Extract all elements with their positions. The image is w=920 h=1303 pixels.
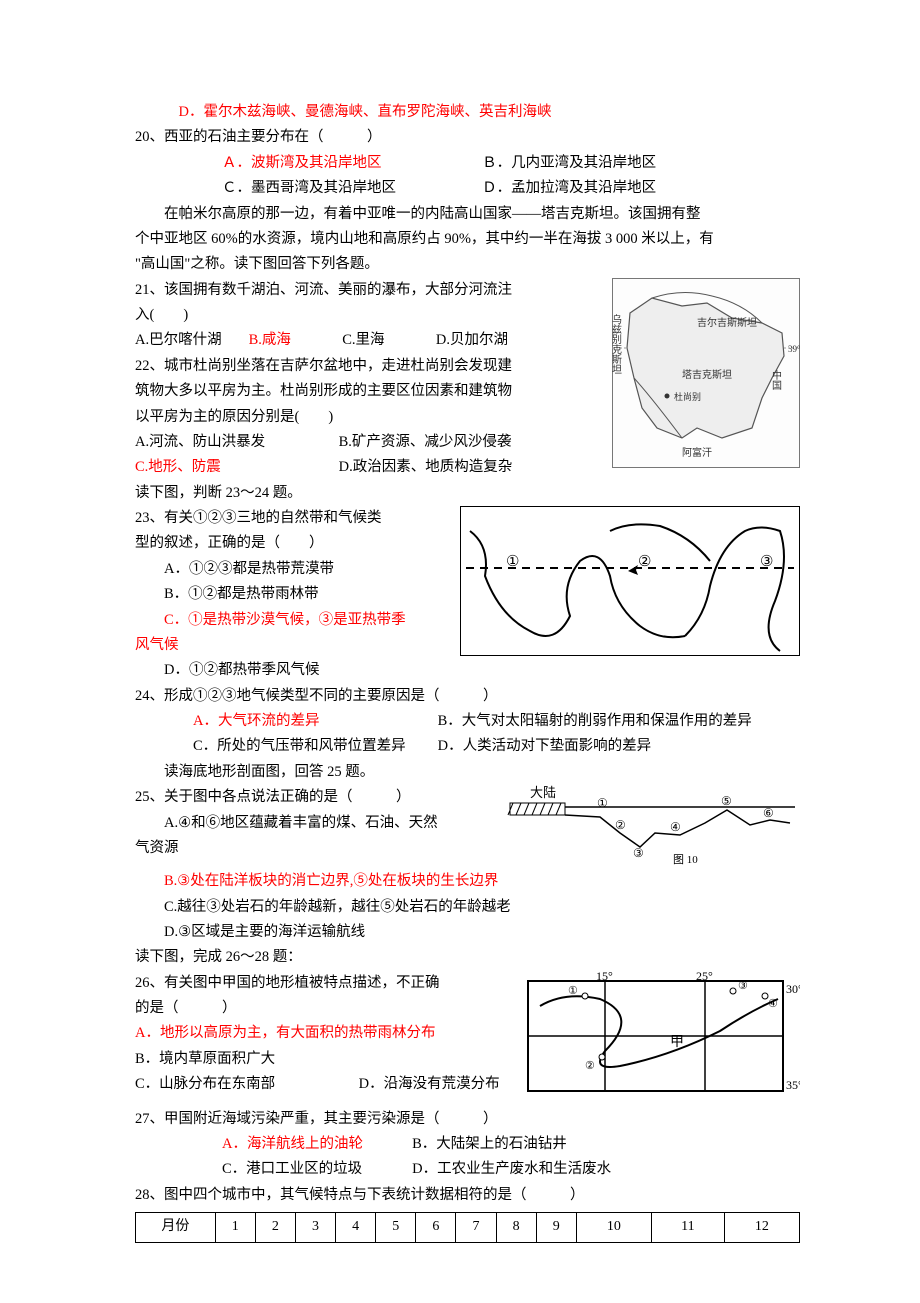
q24-row2: C．所处的气压带和风带位置差异 D．人类活动对下垫面影响的差异 [135,734,800,759]
passage21-l2: 个中亚地区 60%的水资源，境内山地和高原约占 90%，其中约一半在海拔 3 0… [135,227,800,252]
q21-option-c: C.里海 [342,328,432,353]
table-m7: 7 [456,1213,496,1243]
map3-lat1: 30° [786,982,800,996]
q22-option-c: C.地形、防震 [135,455,335,480]
q20-option-a: Ａ．波斯湾及其沿岸地区 [179,151,479,176]
map3-lon1: 15° [596,971,613,983]
profile-m6: ⑥ [763,806,774,820]
q27-option-c: C．港口工业区的垃圾 [179,1157,409,1182]
q20-options-row2: Ｃ．墨西哥湾及其沿岸地区 Ｄ．孟加拉湾及其沿岸地区 [135,176,800,201]
readfig2: 读下图，判断 23～24 题。 [135,481,800,506]
passage21-l1: 在帕米尔高原的那一边，有着中亚唯一的内陆高山国家——塔吉克斯坦。该国拥有整 [135,202,800,227]
q21-option-b: B.咸海 [249,328,339,353]
table-m10: 10 [576,1213,651,1243]
map1-afghan: 阿富汗 [682,446,712,459]
readfig3: 读海底地形剖面图，回答 25 题。 [135,760,800,785]
map-tajikistan: 39° 杜尚别 乌兹别克斯坦 吉尔吉斯斯坦 中国 塔吉克斯坦 阿富汗 [612,278,800,468]
profile-m1: ① [597,796,608,810]
q27-row2: C．港口工业区的垃圾 D．工农业生产废水和生活废水 [135,1157,800,1182]
ocean-profile: 大陆 ① ② ③ ④ ⑤ ⑥ 图 10 [505,785,800,865]
q28-stem: 28、图中四个城市中，其气候特点与下表统计数据相符的是（ ） [135,1183,800,1208]
table-header-month: 月份 [136,1213,216,1243]
table-header-row: 月份 1 2 3 4 5 6 7 8 9 10 11 12 [136,1213,800,1243]
table-m12: 12 [724,1213,799,1243]
map1-tajik: 塔吉克斯坦 [682,368,732,381]
map3-c2: ② [585,1060,595,1072]
q22-option-d: D.政治因素、地质构造复杂 [339,459,513,475]
table-m1: 1 [215,1213,255,1243]
map3-lon2: 25° [696,971,713,983]
q24-option-b: B．大气对太阳辐射的削弱作用和保温作用的差异 [438,713,752,729]
map2-marker-1: ① [506,554,519,570]
page: D．霍尔木兹海峡、曼德海峡、直布罗陀海峡、英吉利海峡 20、西亚的石油主要分布在… [0,0,920,1303]
profile-m4: ④ [670,820,681,834]
q20-option-b: Ｂ．几内亚湾及其沿岸地区 [482,155,656,171]
q27-option-d: D．工农业生产废水和生活废水 [412,1161,611,1177]
q24-option-d: D．人类活动对下垫面影响的差异 [438,738,651,754]
table-m5: 5 [376,1213,416,1243]
profile-m5: ⑤ [721,794,732,808]
q26-option-c: C．山脉分布在东南部 [135,1072,355,1097]
table-m11: 11 [652,1213,725,1243]
passage21-l3: "高山国"之称。读下图回答下列各题。 [135,252,800,277]
q20-option-d: Ｄ．孟加拉湾及其沿岸地区 [482,180,656,196]
map2-marker-3: ③ [760,554,773,570]
q19-option-d: D．霍尔木兹海峡、曼德海峡、直布罗陀海峡、英吉利海峡 [135,100,800,125]
map2-marker-2: ② [638,554,651,570]
table-m3: 3 [295,1213,335,1243]
q27-option-a: A．海洋航线上的油轮 [179,1132,409,1157]
q27-row1: A．海洋航线上的油轮 B．大陆架上的石油钻井 [135,1132,800,1157]
table-m2: 2 [255,1213,295,1243]
table-m8: 8 [496,1213,536,1243]
map3-country: 甲 [670,1035,684,1050]
map1-kyrgyz: 吉尔吉斯斯坦 [697,316,757,329]
q25-option-b: B.③处在陆洋板块的消亡边界,⑤处在板块的生长边界 [135,869,800,894]
profile-m3: ③ [633,846,644,860]
q24-option-a: A．大气环流的差异 [164,709,434,734]
readfig4: 读下图，完成 26～28 题： [135,945,800,970]
map-westasia: ① ② ③ [460,506,800,656]
q23-option-d: D．①②都热带季风气候 [135,658,800,683]
q22-option-a: A.河流、防山洪暴发 [135,430,335,455]
map3-c4: ④ [768,998,778,1010]
q27-option-b: B．大陆架上的石油钻井 [412,1136,567,1152]
q21-option-a: A.巴尔喀什湖 [135,328,245,353]
q25-option-d: D.③区域是主要的海洋运输航线 [135,920,800,945]
map3-lat2: 35° [786,1078,800,1092]
q24-row1: A．大气环流的差异 B．大气对太阳辐射的削弱作用和保温作用的差异 [135,709,800,734]
map1-city: 杜尚别 [674,391,701,402]
q22-option-b: B.矿产资源、减少风沙侵袭 [339,434,512,450]
q20-option-c: Ｃ．墨西哥湾及其沿岸地区 [179,176,479,201]
map-northafrica: 15° 25° 30° 35° 甲 ① ② ③ ④ [510,971,800,1103]
q24-stem: 24、形成①②③地气候类型不同的主要原因是（ ） [135,684,800,709]
map1-lat: 39° [788,344,800,354]
table-m6: 6 [416,1213,456,1243]
table-m4: 4 [336,1213,376,1243]
map1-china: 中国 [770,368,782,390]
q25-option-c: C.越往③处岩石的年龄越新，越往⑤处岩石的年龄越老 [135,895,800,920]
climate-table: 月份 1 2 3 4 5 6 7 8 9 10 11 12 [135,1212,800,1243]
q20-stem: 20、西亚的石油主要分布在（ ） [135,125,800,150]
profile-land-label: 大陆 [530,785,556,800]
map1-uzbek: 乌兹别克斯坦 [612,312,622,373]
profile-m2: ② [615,818,626,832]
q24-option-c: C．所处的气压带和风带位置差异 [164,734,434,759]
profile-caption: 图 10 [673,853,698,865]
q27-stem: 27、甲国附近海域污染严重，其主要污染源是（ ） [135,1107,800,1132]
map3-c1: ① [568,985,578,997]
q21-option-d: D.贝加尔湖 [436,332,508,348]
map3-c3: ③ [738,980,748,992]
q26-option-d: D．沿海没有荒漠分布 [359,1076,500,1092]
q20-options-row1: Ａ．波斯湾及其沿岸地区 Ｂ．几内亚湾及其沿岸地区 [135,151,800,176]
table-m9: 9 [536,1213,576,1243]
